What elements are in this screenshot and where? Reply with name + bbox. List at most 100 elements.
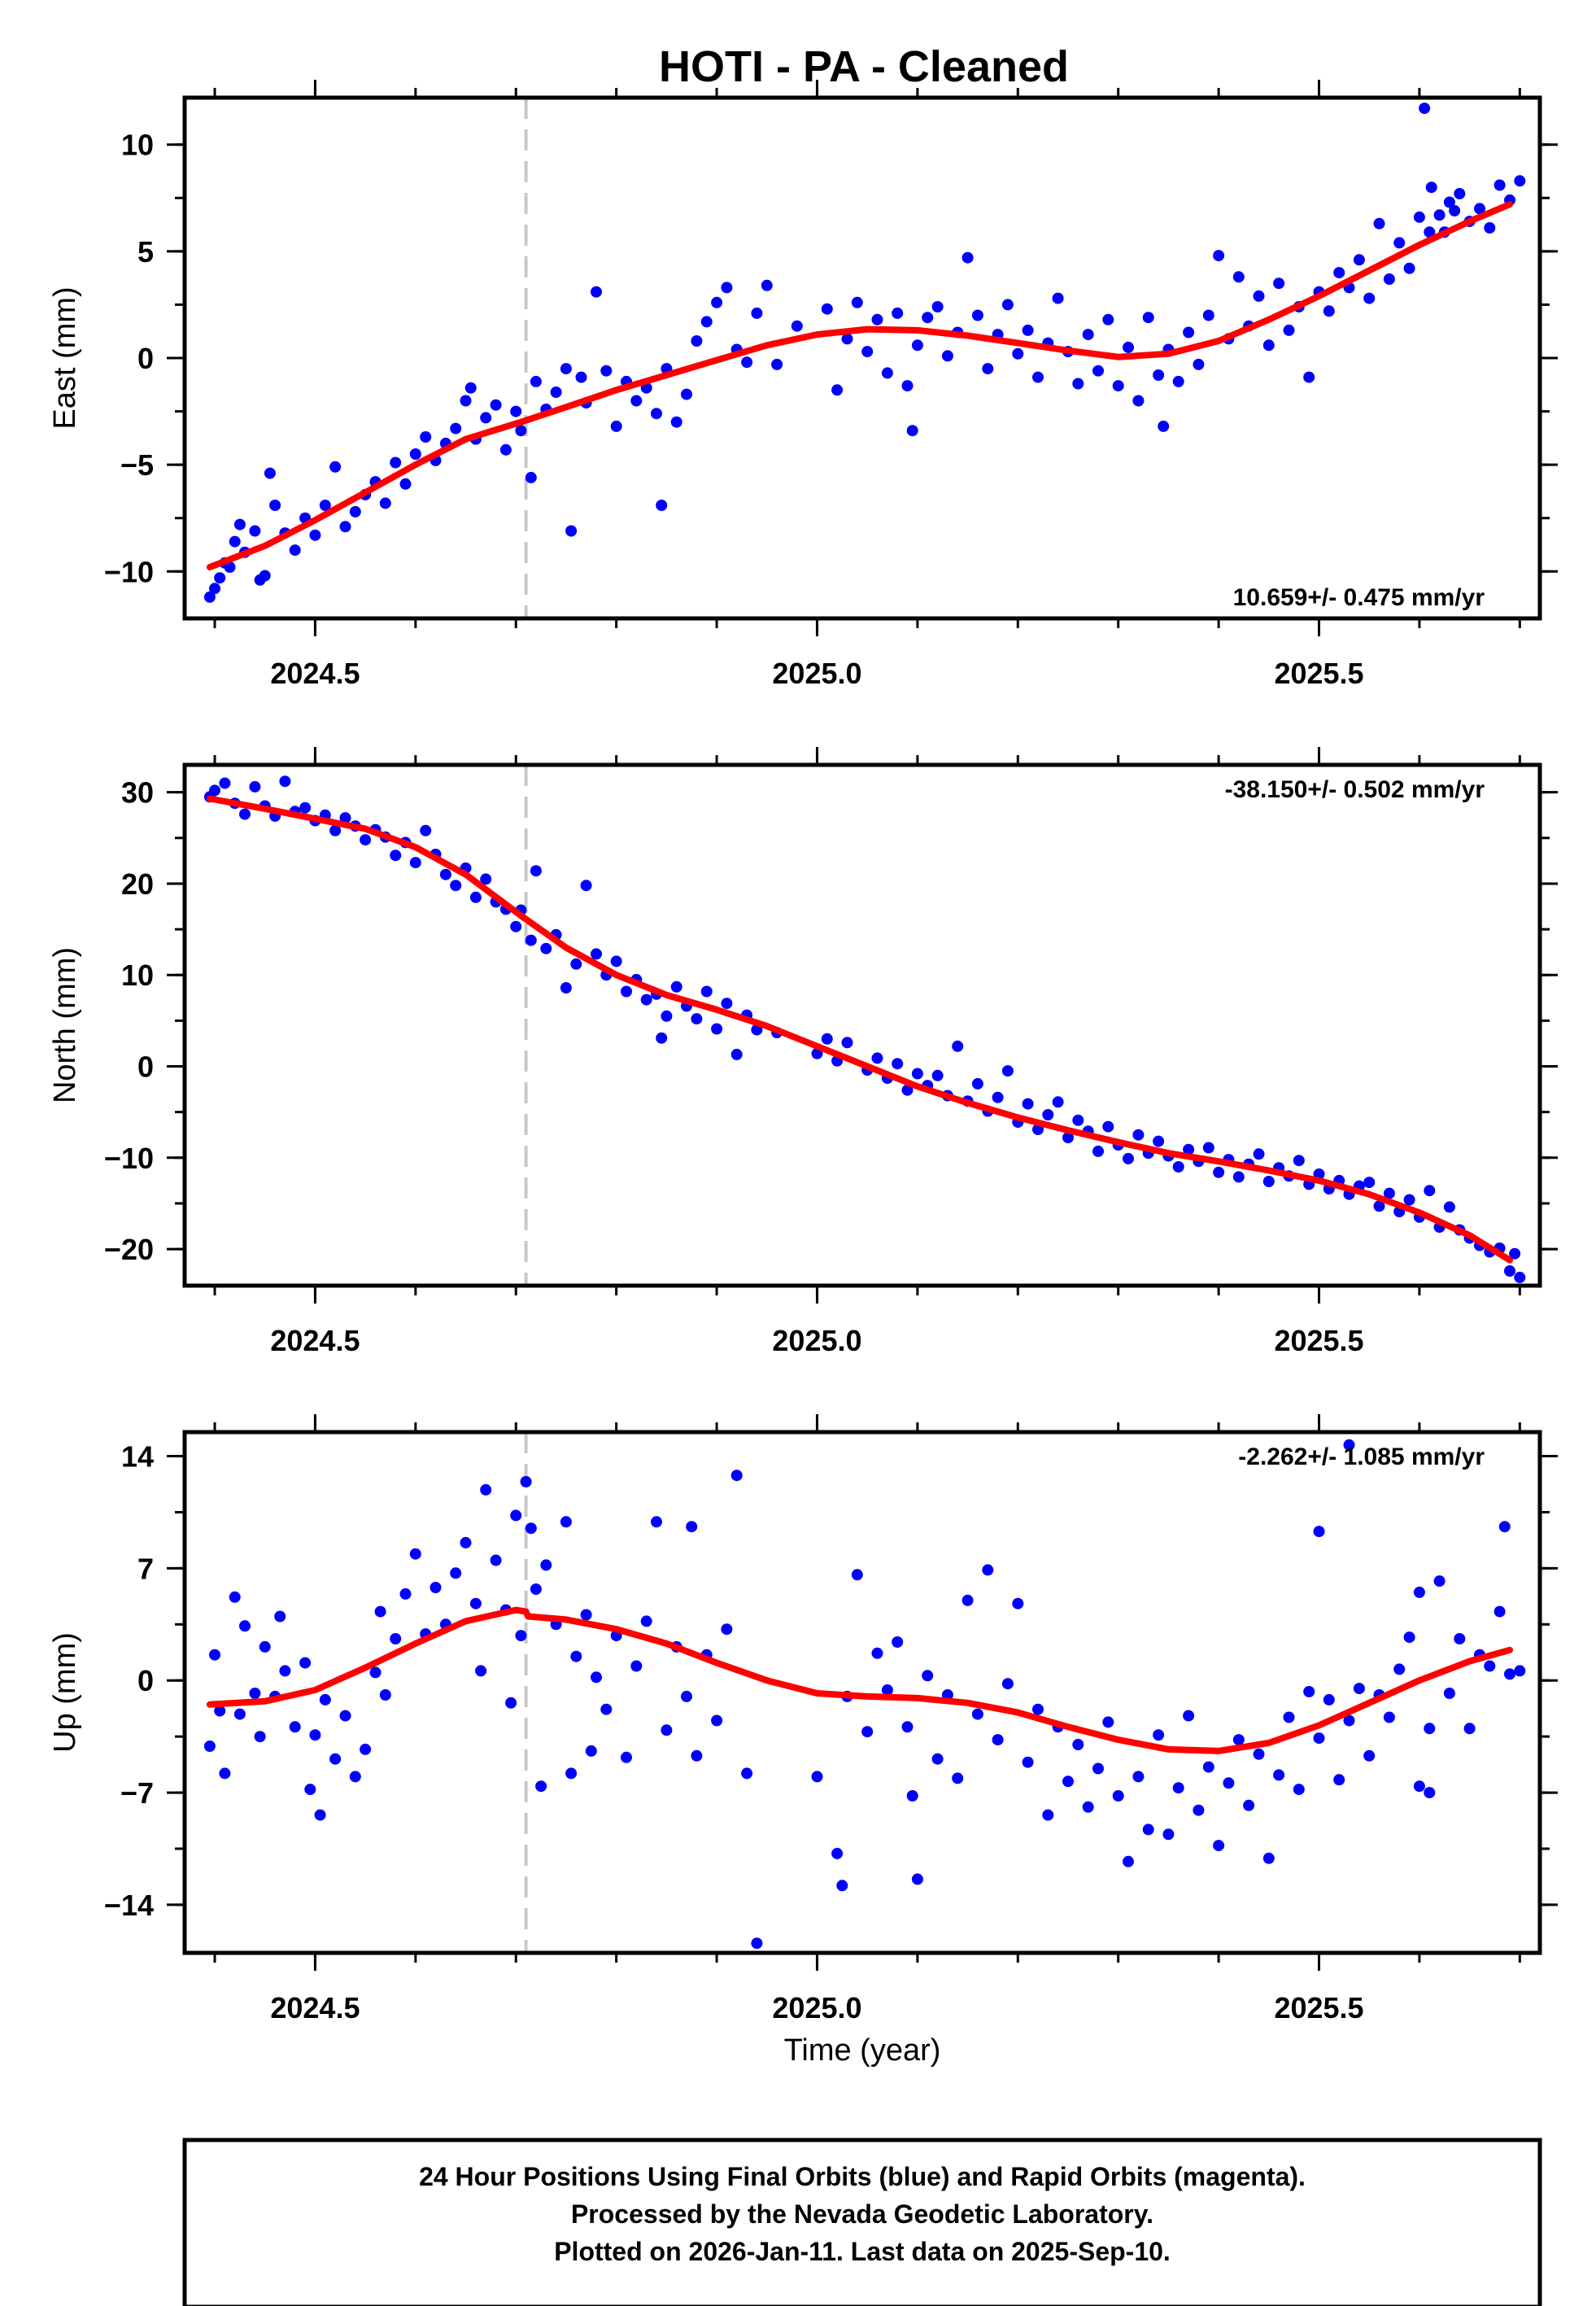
panel-up-point bbox=[480, 1483, 492, 1496]
panel-east-point bbox=[1494, 179, 1506, 191]
panel-east-point bbox=[409, 448, 421, 460]
panel-up-point bbox=[560, 1516, 572, 1528]
panel-north-point bbox=[971, 1077, 983, 1090]
panel-north-point bbox=[1092, 1145, 1104, 1157]
panel-north-y-tick-label: 20 bbox=[121, 867, 154, 901]
panel-east-point bbox=[861, 346, 874, 358]
panel-up-point bbox=[911, 1873, 923, 1885]
panel-north-point bbox=[1102, 1120, 1114, 1133]
panel-east-point bbox=[329, 461, 342, 473]
panel-north-point bbox=[1514, 1271, 1526, 1283]
panel-east-point bbox=[1012, 347, 1024, 360]
panel-north-point bbox=[219, 777, 231, 789]
panel-east-point bbox=[1363, 292, 1376, 304]
panel-up-point bbox=[1383, 1711, 1395, 1723]
panel-up-point bbox=[515, 1630, 527, 1642]
panel-east-point bbox=[1072, 378, 1084, 390]
panel-up-point bbox=[1323, 1693, 1335, 1705]
panel-east-point bbox=[656, 500, 668, 511]
panel-east-point bbox=[982, 363, 994, 375]
panel-up-point bbox=[1343, 1439, 1355, 1451]
panel-north-point bbox=[1509, 1247, 1521, 1260]
panel-up-point bbox=[811, 1771, 823, 1783]
panel-north-point bbox=[580, 880, 592, 892]
panel-east-y-tick-label: 10 bbox=[121, 129, 154, 162]
panel-north-point bbox=[730, 1048, 743, 1060]
panel-east-point bbox=[1112, 380, 1124, 392]
panel-up-point bbox=[1162, 1828, 1175, 1841]
panel-up-point bbox=[520, 1476, 532, 1487]
panel-up-y-tick-label: 7 bbox=[137, 1552, 154, 1585]
panel-up-point bbox=[219, 1767, 231, 1780]
panel-east-point bbox=[1052, 292, 1064, 304]
panel-up-point bbox=[982, 1564, 994, 1576]
panel-up-point bbox=[962, 1594, 974, 1606]
footer-box: 24 Hour Positions Using Final Orbits (bl… bbox=[182, 2138, 1542, 2306]
panel-north-point bbox=[1022, 1098, 1034, 1110]
panel-up-point bbox=[1183, 1710, 1195, 1722]
panel-up-point bbox=[1112, 1790, 1124, 1802]
panel-east-point bbox=[901, 380, 914, 392]
panel-up-point bbox=[309, 1729, 321, 1741]
panel-east-point bbox=[831, 384, 844, 396]
panel-north-point bbox=[420, 824, 432, 836]
panel-north-point bbox=[1293, 1155, 1305, 1167]
panel-east-point bbox=[1262, 339, 1275, 352]
panel-north-x-tick-label: 2025.0 bbox=[772, 1324, 861, 1357]
panel-up-point bbox=[1333, 1774, 1345, 1786]
panel-north-point bbox=[841, 1037, 853, 1049]
panel-up-point bbox=[1514, 1665, 1526, 1677]
panel-up-point bbox=[349, 1771, 361, 1783]
panel-east-point bbox=[499, 443, 512, 456]
panel-up-point bbox=[721, 1623, 733, 1636]
footer-line-1: 24 Hour Positions Using Final Orbits (bl… bbox=[419, 2162, 1306, 2191]
panel-east-point bbox=[1413, 211, 1425, 223]
panel-up-point bbox=[711, 1714, 723, 1727]
panel-east-point bbox=[214, 572, 226, 584]
panel-up-point bbox=[233, 1708, 246, 1720]
panel-up-point bbox=[1484, 1660, 1496, 1672]
panel-up-point bbox=[490, 1554, 502, 1566]
panel-north-point bbox=[1232, 1171, 1245, 1183]
panel-east-point bbox=[530, 375, 542, 387]
panel-east-point bbox=[209, 583, 220, 595]
panel-up-x-tick-label: 2025.5 bbox=[1274, 1991, 1363, 2024]
panel-up-point bbox=[540, 1559, 552, 1571]
panel-up-point bbox=[450, 1567, 462, 1579]
panel-up-point bbox=[1253, 1748, 1265, 1760]
panel-east-point bbox=[651, 408, 662, 420]
panel-north-point bbox=[510, 920, 522, 932]
panel-up-point bbox=[580, 1609, 592, 1621]
panel-up-point bbox=[1062, 1775, 1074, 1788]
panel-up-point bbox=[339, 1710, 351, 1722]
panel-east-point bbox=[791, 320, 803, 332]
panel-up-point bbox=[1262, 1852, 1275, 1864]
panel-east-point bbox=[480, 412, 492, 424]
panel-north-point bbox=[1213, 1166, 1225, 1178]
panel-up-point bbox=[249, 1688, 261, 1699]
panel-east-point bbox=[906, 425, 918, 437]
panel-east-point bbox=[911, 339, 923, 352]
panel-north-y-tick-label: 0 bbox=[137, 1050, 154, 1084]
panel-north-point bbox=[1373, 1200, 1385, 1212]
panel-up-point bbox=[836, 1880, 848, 1892]
panel-east-point bbox=[922, 312, 934, 324]
panel-east-point bbox=[309, 529, 321, 541]
panel-east-point bbox=[349, 505, 361, 518]
panel-north-point bbox=[525, 934, 537, 946]
panel-east-point bbox=[1419, 103, 1431, 115]
panel-east-rate-label: 10.659+/- 0.475 mm/yr bbox=[1233, 584, 1485, 611]
panel-east-point bbox=[841, 333, 853, 345]
panel-east-point bbox=[203, 591, 216, 603]
panel-up-point bbox=[379, 1689, 391, 1701]
panel-up-point bbox=[254, 1731, 266, 1743]
panel-east-point bbox=[1425, 181, 1437, 194]
panel-east-point bbox=[941, 350, 953, 362]
panel-east-point bbox=[259, 570, 271, 582]
panel-north-point bbox=[1504, 1265, 1515, 1277]
panel-east-point bbox=[1123, 341, 1134, 353]
panel-up-point bbox=[299, 1657, 312, 1669]
panel-east-point bbox=[1001, 299, 1014, 311]
panel-east-point bbox=[670, 416, 682, 428]
